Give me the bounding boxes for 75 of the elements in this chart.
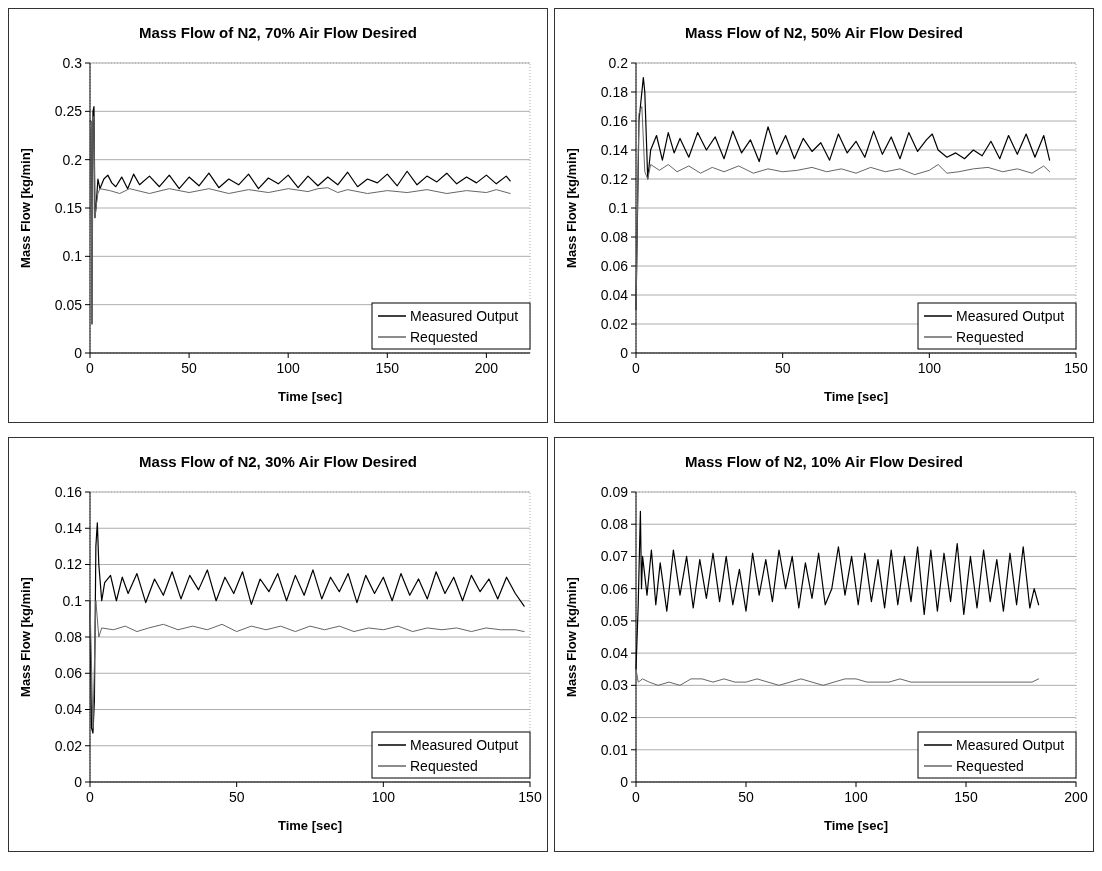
y-tick-label: 0.06 (600, 257, 629, 274)
legend-label: Requested (410, 328, 478, 345)
x-tick-label: 0 (86, 360, 95, 376)
y-axis-title: Mass Flow [kg/min] (18, 148, 33, 268)
x-tick-label: 100 (371, 789, 396, 805)
y-tick-label: 0.1 (608, 199, 629, 216)
x-tick-label: 50 (738, 789, 754, 805)
x-tick-label: 150 (954, 789, 978, 805)
x-tick-label: 0 (632, 360, 641, 376)
x-tick-label: 200 (1064, 789, 1088, 805)
y-axis-title: Mass Flow [kg/min] (564, 148, 579, 268)
y-tick-label: 0 (620, 344, 629, 361)
chart-title: Mass Flow of N2, 50% Air Flow Desired (685, 24, 963, 41)
x-axis-title: Time [sec] (823, 389, 889, 404)
y-tick-label: 0.16 (54, 483, 83, 500)
y-tick-label: 0.14 (54, 520, 83, 537)
chart-title: Mass Flow of N2, 70% Air Flow Desired (139, 24, 417, 41)
x-tick-label: 0 (632, 789, 641, 805)
legend-label: Measured Output (410, 307, 519, 324)
x-tick-label: 150 (375, 360, 400, 376)
y-tick-label: 0.05 (54, 296, 83, 313)
y-tick-label: 0.04 (600, 645, 629, 662)
y-tick-label: 0.01 (600, 741, 629, 758)
x-tick-label: 100 (844, 789, 868, 805)
legend-label: Measured Output (410, 736, 519, 753)
y-tick-label: 0.12 (600, 170, 629, 187)
y-axis-title: Mass Flow [kg/min] (18, 577, 33, 697)
y-tick-label: 0.04 (600, 286, 629, 303)
y-tick-label: 0.02 (600, 315, 629, 332)
y-tick-label: 0.15 (54, 199, 83, 216)
chart-title: Mass Flow of N2, 30% Air Flow Desired (139, 453, 417, 470)
y-tick-label: 0.03 (600, 677, 629, 694)
y-tick-label: 0.06 (54, 665, 83, 682)
x-tick-label: 50 (774, 360, 791, 376)
legend-label: Requested (956, 328, 1024, 345)
y-tick-label: 0.02 (54, 737, 83, 754)
y-tick-label: 0.06 (600, 580, 629, 597)
x-tick-label: 50 (228, 789, 245, 805)
x-axis-title: Time [sec] (277, 389, 343, 404)
y-tick-label: 0.04 (54, 701, 83, 718)
y-tick-label: 0.1 (62, 592, 83, 609)
x-axis-title: Time [sec] (823, 818, 889, 833)
x-tick-label: 100 (917, 360, 942, 376)
x-tick-label: 100 (276, 360, 301, 376)
y-tick-label: 0.25 (54, 103, 83, 120)
y-tick-label: 0.08 (600, 516, 629, 533)
x-tick-label: 150 (1064, 360, 1088, 376)
legend-label: Requested (410, 757, 478, 774)
y-tick-label: 0.12 (54, 556, 83, 573)
legend-label: Measured Output (956, 307, 1065, 324)
y-tick-label: 0.02 (600, 709, 629, 726)
y-tick-label: 0 (74, 773, 83, 790)
y-tick-label: 0.2 (608, 54, 629, 71)
y-tick-label: 0.1 (62, 248, 83, 265)
x-axis-title: Time [sec] (277, 818, 343, 833)
y-tick-label: 0.05 (600, 612, 629, 629)
chart-title: Mass Flow of N2, 10% Air Flow Desired (685, 453, 963, 470)
y-tick-label: 0.16 (600, 112, 629, 129)
y-tick-label: 0.2 (62, 151, 83, 168)
y-tick-label: 0.09 (600, 483, 629, 500)
y-tick-label: 0.14 (600, 141, 629, 158)
y-tick-label: 0 (74, 344, 83, 361)
y-tick-label: 0 (620, 773, 629, 790)
x-tick-label: 200 (474, 360, 499, 376)
x-tick-label: 0 (86, 789, 95, 805)
x-tick-label: 150 (518, 789, 542, 805)
legend-label: Measured Output (956, 736, 1065, 753)
y-axis-title: Mass Flow [kg/min] (564, 577, 579, 697)
y-tick-label: 0.18 (600, 83, 629, 100)
x-tick-label: 50 (181, 360, 198, 376)
y-tick-label: 0.07 (600, 548, 629, 565)
y-tick-label: 0.08 (54, 628, 83, 645)
y-tick-label: 0.08 (600, 228, 629, 245)
legend-label: Requested (956, 757, 1024, 774)
y-tick-label: 0.3 (62, 54, 83, 71)
